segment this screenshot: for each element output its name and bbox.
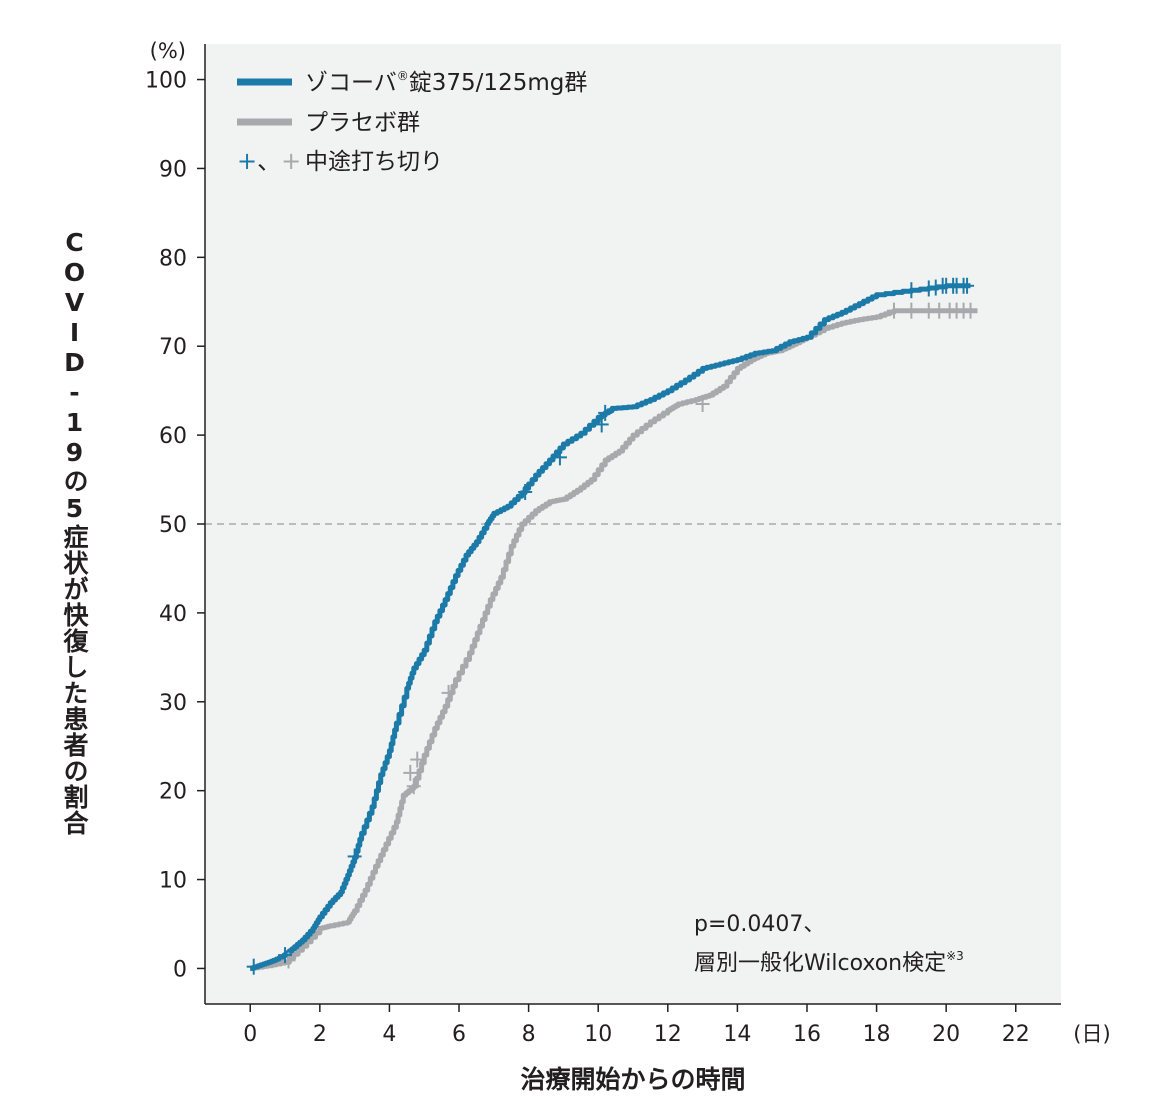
y-unit-label: (%) <box>150 39 186 63</box>
censor-mark-zocova <box>928 279 943 296</box>
y-axis-title-wrap: COVID-19の5症状が快復した患者の割合 <box>56 228 100 836</box>
x-tick-label: 0 <box>243 1022 257 1047</box>
x-tick-label: 20 <box>932 1022 960 1047</box>
y-tick-label: 100 <box>145 69 187 94</box>
x-tick-label: 14 <box>723 1022 751 1047</box>
censor-mark-placebo <box>441 684 456 701</box>
x-tick-label: 18 <box>863 1022 891 1047</box>
x-axis-title: 治療開始からの時間 <box>520 1065 745 1094</box>
legend-label-censor: 中途打ち切り <box>305 149 443 175</box>
censor-marks <box>246 277 978 975</box>
x-tick-label: 2 <box>313 1022 327 1047</box>
x-tick-label: 8 <box>522 1022 536 1047</box>
test-name-text: 層別一般化Wilcoxon検定※3 <box>694 949 964 976</box>
censor-mark-zocova <box>246 958 261 975</box>
y-tick-label: 30 <box>159 691 187 716</box>
censor-mark-zocova <box>278 947 293 964</box>
x-tick-label: 10 <box>584 1022 612 1047</box>
censor-mark-zocova <box>904 282 919 299</box>
p-value-text: p=0.0407、 <box>694 912 825 937</box>
x-tick-label: 22 <box>1002 1022 1030 1047</box>
censor-mark-zocova <box>552 449 567 466</box>
censor-mark-placebo <box>695 396 710 412</box>
x-tick-label: 12 <box>654 1022 682 1047</box>
x-tick-label: 6 <box>452 1022 466 1047</box>
censor-mark-zocova <box>594 416 609 433</box>
footnote-mark: ※3 <box>946 949 964 963</box>
legend-label-zocova: ゾコーバ®錠375/125mg群 <box>305 69 587 96</box>
censor-mark-placebo <box>403 764 418 781</box>
censor-mark-zocova <box>598 404 613 421</box>
x-tick-label: 16 <box>793 1022 821 1047</box>
tick-labels: 0 10 20 30 40 50 60 70 80 90 100 0 2 4 6 8 10 12 14 16 18 20 2… <box>145 69 1030 1047</box>
censor-mark-zocova <box>518 484 533 500</box>
registered-mark: ® <box>397 69 409 83</box>
x-tick-label: 4 <box>382 1022 396 1047</box>
y-tick-label: 80 <box>159 246 187 271</box>
y-tick-label: 70 <box>159 335 187 360</box>
x-unit-label: (日) <box>1073 1022 1110 1046</box>
legend-censor-symbols: +、+ <box>237 147 301 175</box>
series-line-zocova <box>250 283 971 971</box>
y-tick-label: 0 <box>173 957 187 982</box>
y-tick-label: 90 <box>159 157 187 182</box>
censor-mark-placebo <box>406 778 421 795</box>
y-tick-label: 40 <box>159 602 187 627</box>
y-axis-title: COVID-19の5症状が快復した患者の割合 <box>60 228 89 836</box>
legend: ゾコーバ®錠375/125mg群 プラセボ群 +、+ 中途打ち切り <box>237 69 587 175</box>
censor-mark-placebo <box>963 302 978 319</box>
censor-mark-placebo <box>886 302 901 319</box>
y-tick-label: 10 <box>159 869 187 894</box>
legend-label-placebo: プラセボ群 <box>305 110 420 136</box>
series-group <box>250 283 978 971</box>
y-tick-label: 20 <box>159 780 187 805</box>
plot-area <box>205 44 1061 1004</box>
censor-mark-zocova <box>347 848 362 865</box>
censor-mark-placebo <box>904 302 919 319</box>
censor-mark-zocova <box>960 277 975 294</box>
censor-mark-placebo <box>410 751 425 768</box>
y-tick-label: 50 <box>159 513 187 538</box>
y-tick-label: 60 <box>159 424 187 449</box>
